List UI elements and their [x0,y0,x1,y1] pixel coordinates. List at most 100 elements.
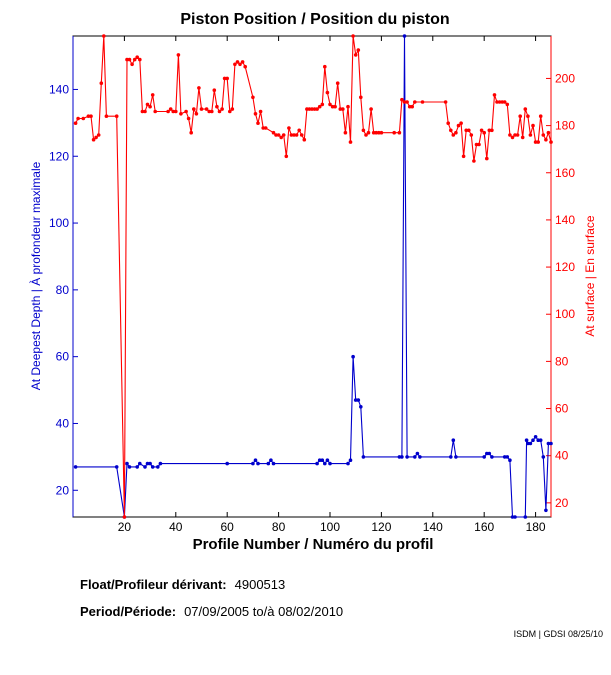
surface-point [114,114,119,118]
deepest-depth-point [402,34,407,38]
left-axis: 20 40 60 80 100 120 140 [49,36,78,517]
surface-point [279,135,284,140]
surface-point [271,130,276,135]
deepest-depth-point [541,455,546,459]
surface-point [348,140,353,144]
surface-point [143,109,147,114]
deepest-depth-point [405,455,409,459]
surface-point [122,515,127,519]
deepest-depth-point [328,461,332,466]
surface-point [328,102,332,107]
surface-point [207,109,211,114]
surface-point [413,100,417,104]
surface-point [284,154,289,159]
surface-point [523,107,528,111]
surface-point [320,102,325,107]
surface-point [235,60,240,64]
deepest-depth-point [346,461,350,466]
surface-point [89,114,93,118]
surface-point [86,114,91,118]
surface-point [73,121,78,125]
y-left-tick-label: 80 [56,283,70,297]
deepest-depth-series-line [75,35,551,518]
surface-point [194,112,199,116]
surface-point [307,107,312,111]
surface-point [407,104,412,109]
deepest-depth-point [544,508,548,513]
x-axis-label: Profile Number / Numéro du profil [193,536,434,553]
surface-point [317,104,322,109]
surface-point [192,107,196,111]
surface-point [294,133,299,137]
surface-point [443,100,448,104]
deepest-depth-point [490,455,494,459]
surface-point [351,34,355,38]
surface-point [482,130,487,135]
surface-point [91,137,96,142]
x-tick-label: 180 [526,520,546,534]
surface-point [96,133,101,137]
surface-point [135,55,139,59]
surface-point [371,130,376,135]
surface-point [145,102,150,107]
y-right-tick-label: 120 [555,260,575,274]
surface-point [467,128,471,133]
deepest-depth-point [127,465,132,469]
x-tick-label: 60 [221,520,235,534]
y-left-tick-label: 60 [56,350,70,364]
surface-point [292,133,296,137]
surface-point [310,107,314,111]
surface-point [477,142,481,147]
surface-point [76,116,80,121]
surface-point [274,133,278,137]
surface-point [222,76,227,81]
deepest-depth-point [266,461,271,466]
surface-point [305,107,309,111]
series-layer [73,34,553,519]
x-tick-label: 40 [169,520,183,534]
deepest-depth-point [353,398,358,402]
surface-point [263,126,268,130]
deepest-depth-point [546,441,551,446]
y-left-tick-label: 140 [49,82,69,96]
deepest-depth-point [524,438,529,443]
y-left-tick-label: 40 [56,416,70,430]
surface-point [492,93,497,97]
deepest-depth-point [145,461,150,466]
surface-point [454,130,458,135]
surface-point [258,109,263,114]
surface-point [400,97,404,102]
deepest-depth-point [538,438,543,443]
surface-point [353,53,358,57]
surface-point [402,100,407,104]
deepest-depth-point [487,451,492,456]
surface-point [490,128,494,133]
deepest-depth-point [253,458,258,463]
deepest-depth-point [323,461,327,466]
deepest-depth-point [523,515,528,519]
surface-point [538,114,543,118]
deepest-depth-point [400,455,404,459]
deepest-depth-point [251,461,255,466]
surface-point [392,130,397,135]
surface-point [171,109,175,114]
y-right-tick-label: 180 [555,119,575,133]
surface-point [153,109,157,114]
surface-point [456,123,461,128]
surface-point [377,130,381,135]
surface-point [549,140,553,144]
surface-point [168,107,173,111]
surface-point [184,109,188,114]
deepest-depth-point [502,455,507,459]
surface-point [502,100,507,104]
surface-point [179,112,183,116]
deepest-depth-point [549,441,553,446]
surface-point [513,133,517,137]
surface-point [256,121,260,125]
period-start: 07/09/2005 [184,604,250,619]
surface-point [253,112,258,116]
surface-point [446,121,451,125]
surface-point [526,114,530,118]
surface-point [299,133,304,137]
surface-point [528,133,533,137]
